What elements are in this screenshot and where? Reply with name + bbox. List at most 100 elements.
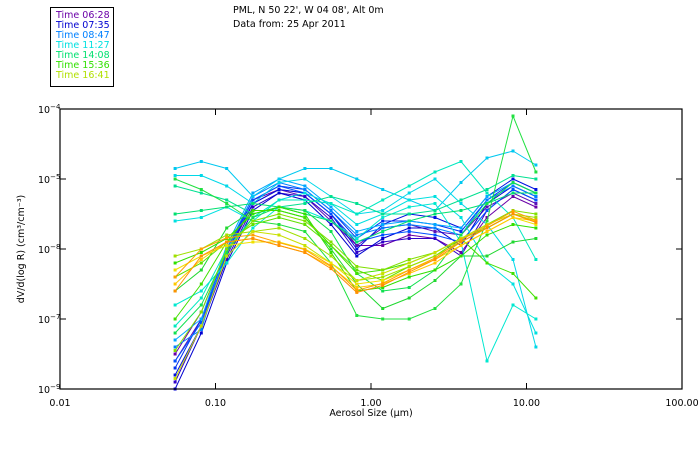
data-point: [303, 248, 307, 252]
legend-item: Time 06:28: [56, 10, 110, 21]
data-point: [485, 230, 489, 233]
data-point: [381, 268, 385, 272]
data-point: [355, 247, 359, 251]
data-point: [381, 209, 385, 212]
data-point: [511, 174, 515, 177]
data-point: [329, 205, 333, 209]
data-point: [511, 195, 515, 198]
data-point: [433, 254, 437, 258]
data-point: [199, 296, 203, 300]
data-point: [534, 218, 538, 222]
data-point: [199, 289, 203, 293]
data-point: [433, 237, 437, 240]
data-point: [173, 177, 177, 181]
data-point: [433, 223, 437, 226]
data-point: [407, 191, 411, 195]
data-point: [199, 160, 203, 163]
data-point: [199, 216, 203, 219]
data-point: [329, 212, 333, 216]
data-point: [173, 331, 177, 335]
data-point: [173, 359, 177, 363]
data-point: [433, 170, 437, 174]
data-point: [303, 237, 307, 240]
data-point: [407, 233, 411, 237]
data-point: [459, 282, 463, 286]
data-point: [433, 251, 437, 254]
data-point: [407, 198, 411, 202]
data-point: [199, 258, 203, 261]
chart-subtitle: Data from: 25 Apr 2011: [233, 19, 346, 30]
data-point: [329, 202, 333, 205]
data-point: [277, 226, 281, 230]
data-point: [433, 233, 437, 237]
data-point: [329, 167, 333, 170]
data-point: [329, 219, 333, 223]
data-point: [459, 226, 463, 230]
data-point: [407, 296, 411, 300]
data-point: [173, 219, 177, 223]
data-point: [251, 191, 255, 195]
legend: Time 06:28 Time 07:35 Time 08:47 Time 11…: [50, 7, 114, 87]
series-9: [173, 149, 538, 212]
data-point: [173, 167, 177, 170]
data-point: [173, 349, 177, 352]
data-point: [534, 202, 538, 205]
data-point: [355, 268, 359, 272]
data-point: [534, 216, 538, 219]
series-layer: [173, 114, 538, 391]
data-point: [303, 184, 307, 188]
data-point: [407, 275, 411, 279]
data-point: [173, 303, 177, 307]
data-point: [459, 181, 463, 184]
data-point: [355, 286, 359, 289]
data-point: [225, 233, 229, 237]
data-point: [511, 209, 515, 213]
data-point: [485, 188, 489, 191]
data-point: [173, 345, 177, 349]
series-line: [174, 188, 537, 383]
data-point: [534, 258, 538, 261]
data-point: [355, 265, 359, 268]
data-point: [199, 331, 203, 335]
data-point: [534, 226, 538, 230]
data-point: [511, 282, 515, 286]
legend-item: Time 11:27: [56, 40, 110, 51]
data-point: [433, 258, 437, 261]
data-point: [251, 223, 255, 226]
data-point: [355, 177, 359, 181]
data-point: [381, 230, 385, 233]
data-point: [407, 184, 411, 188]
data-point: [173, 366, 177, 370]
data-point: [225, 184, 229, 188]
data-point: [433, 307, 437, 310]
data-point: [433, 177, 437, 181]
data-point: [225, 247, 229, 251]
data-point: [251, 209, 255, 212]
data-point: [225, 226, 229, 230]
data-point: [511, 181, 515, 184]
data-point: [277, 177, 281, 181]
data-point: [485, 191, 489, 195]
data-point: [173, 212, 177, 216]
data-point: [173, 282, 177, 286]
data-point: [225, 254, 229, 258]
data-point: [355, 314, 359, 317]
data-point: [225, 240, 229, 244]
data-point: [355, 288, 359, 292]
data-point: [407, 317, 411, 321]
data-point: [173, 352, 177, 356]
data-point: [511, 223, 515, 226]
data-point: [277, 212, 281, 216]
data-point: [459, 160, 463, 163]
data-point: [355, 202, 359, 205]
data-point: [459, 202, 463, 205]
data-point: [511, 212, 515, 216]
series-28: [173, 212, 538, 294]
data-point: [433, 226, 437, 230]
data-point: [381, 244, 385, 247]
data-point: [173, 373, 177, 377]
data-point: [534, 317, 538, 321]
data-point: [381, 219, 385, 223]
data-point: [199, 282, 203, 286]
data-point: [173, 380, 177, 384]
